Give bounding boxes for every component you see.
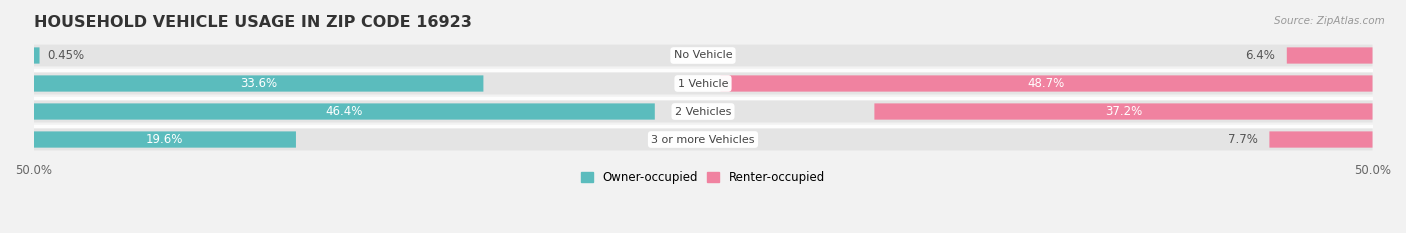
FancyBboxPatch shape [34,75,484,92]
FancyBboxPatch shape [34,103,655,120]
Text: 2 Vehicles: 2 Vehicles [675,106,731,116]
Legend: Owner-occupied, Renter-occupied: Owner-occupied, Renter-occupied [576,166,830,188]
Text: Source: ZipAtlas.com: Source: ZipAtlas.com [1274,16,1385,26]
Text: No Vehicle: No Vehicle [673,51,733,61]
Text: 0.45%: 0.45% [48,49,84,62]
FancyBboxPatch shape [34,129,1372,151]
Text: 37.2%: 37.2% [1105,105,1142,118]
Text: 48.7%: 48.7% [1028,77,1066,90]
Text: 19.6%: 19.6% [146,133,183,146]
Text: 46.4%: 46.4% [325,105,363,118]
FancyBboxPatch shape [1270,131,1372,148]
Text: HOUSEHOLD VEHICLE USAGE IN ZIP CODE 16923: HOUSEHOLD VEHICLE USAGE IN ZIP CODE 1692… [34,15,471,30]
FancyBboxPatch shape [34,101,1372,122]
FancyBboxPatch shape [1286,47,1372,64]
FancyBboxPatch shape [34,45,1372,66]
Text: 33.6%: 33.6% [240,77,277,90]
FancyBboxPatch shape [875,103,1372,120]
FancyBboxPatch shape [34,131,295,148]
FancyBboxPatch shape [34,73,1372,94]
Text: 1 Vehicle: 1 Vehicle [678,79,728,89]
Text: 6.4%: 6.4% [1246,49,1275,62]
Text: 7.7%: 7.7% [1227,133,1257,146]
FancyBboxPatch shape [720,75,1372,92]
FancyBboxPatch shape [34,47,39,64]
Text: 3 or more Vehicles: 3 or more Vehicles [651,134,755,144]
